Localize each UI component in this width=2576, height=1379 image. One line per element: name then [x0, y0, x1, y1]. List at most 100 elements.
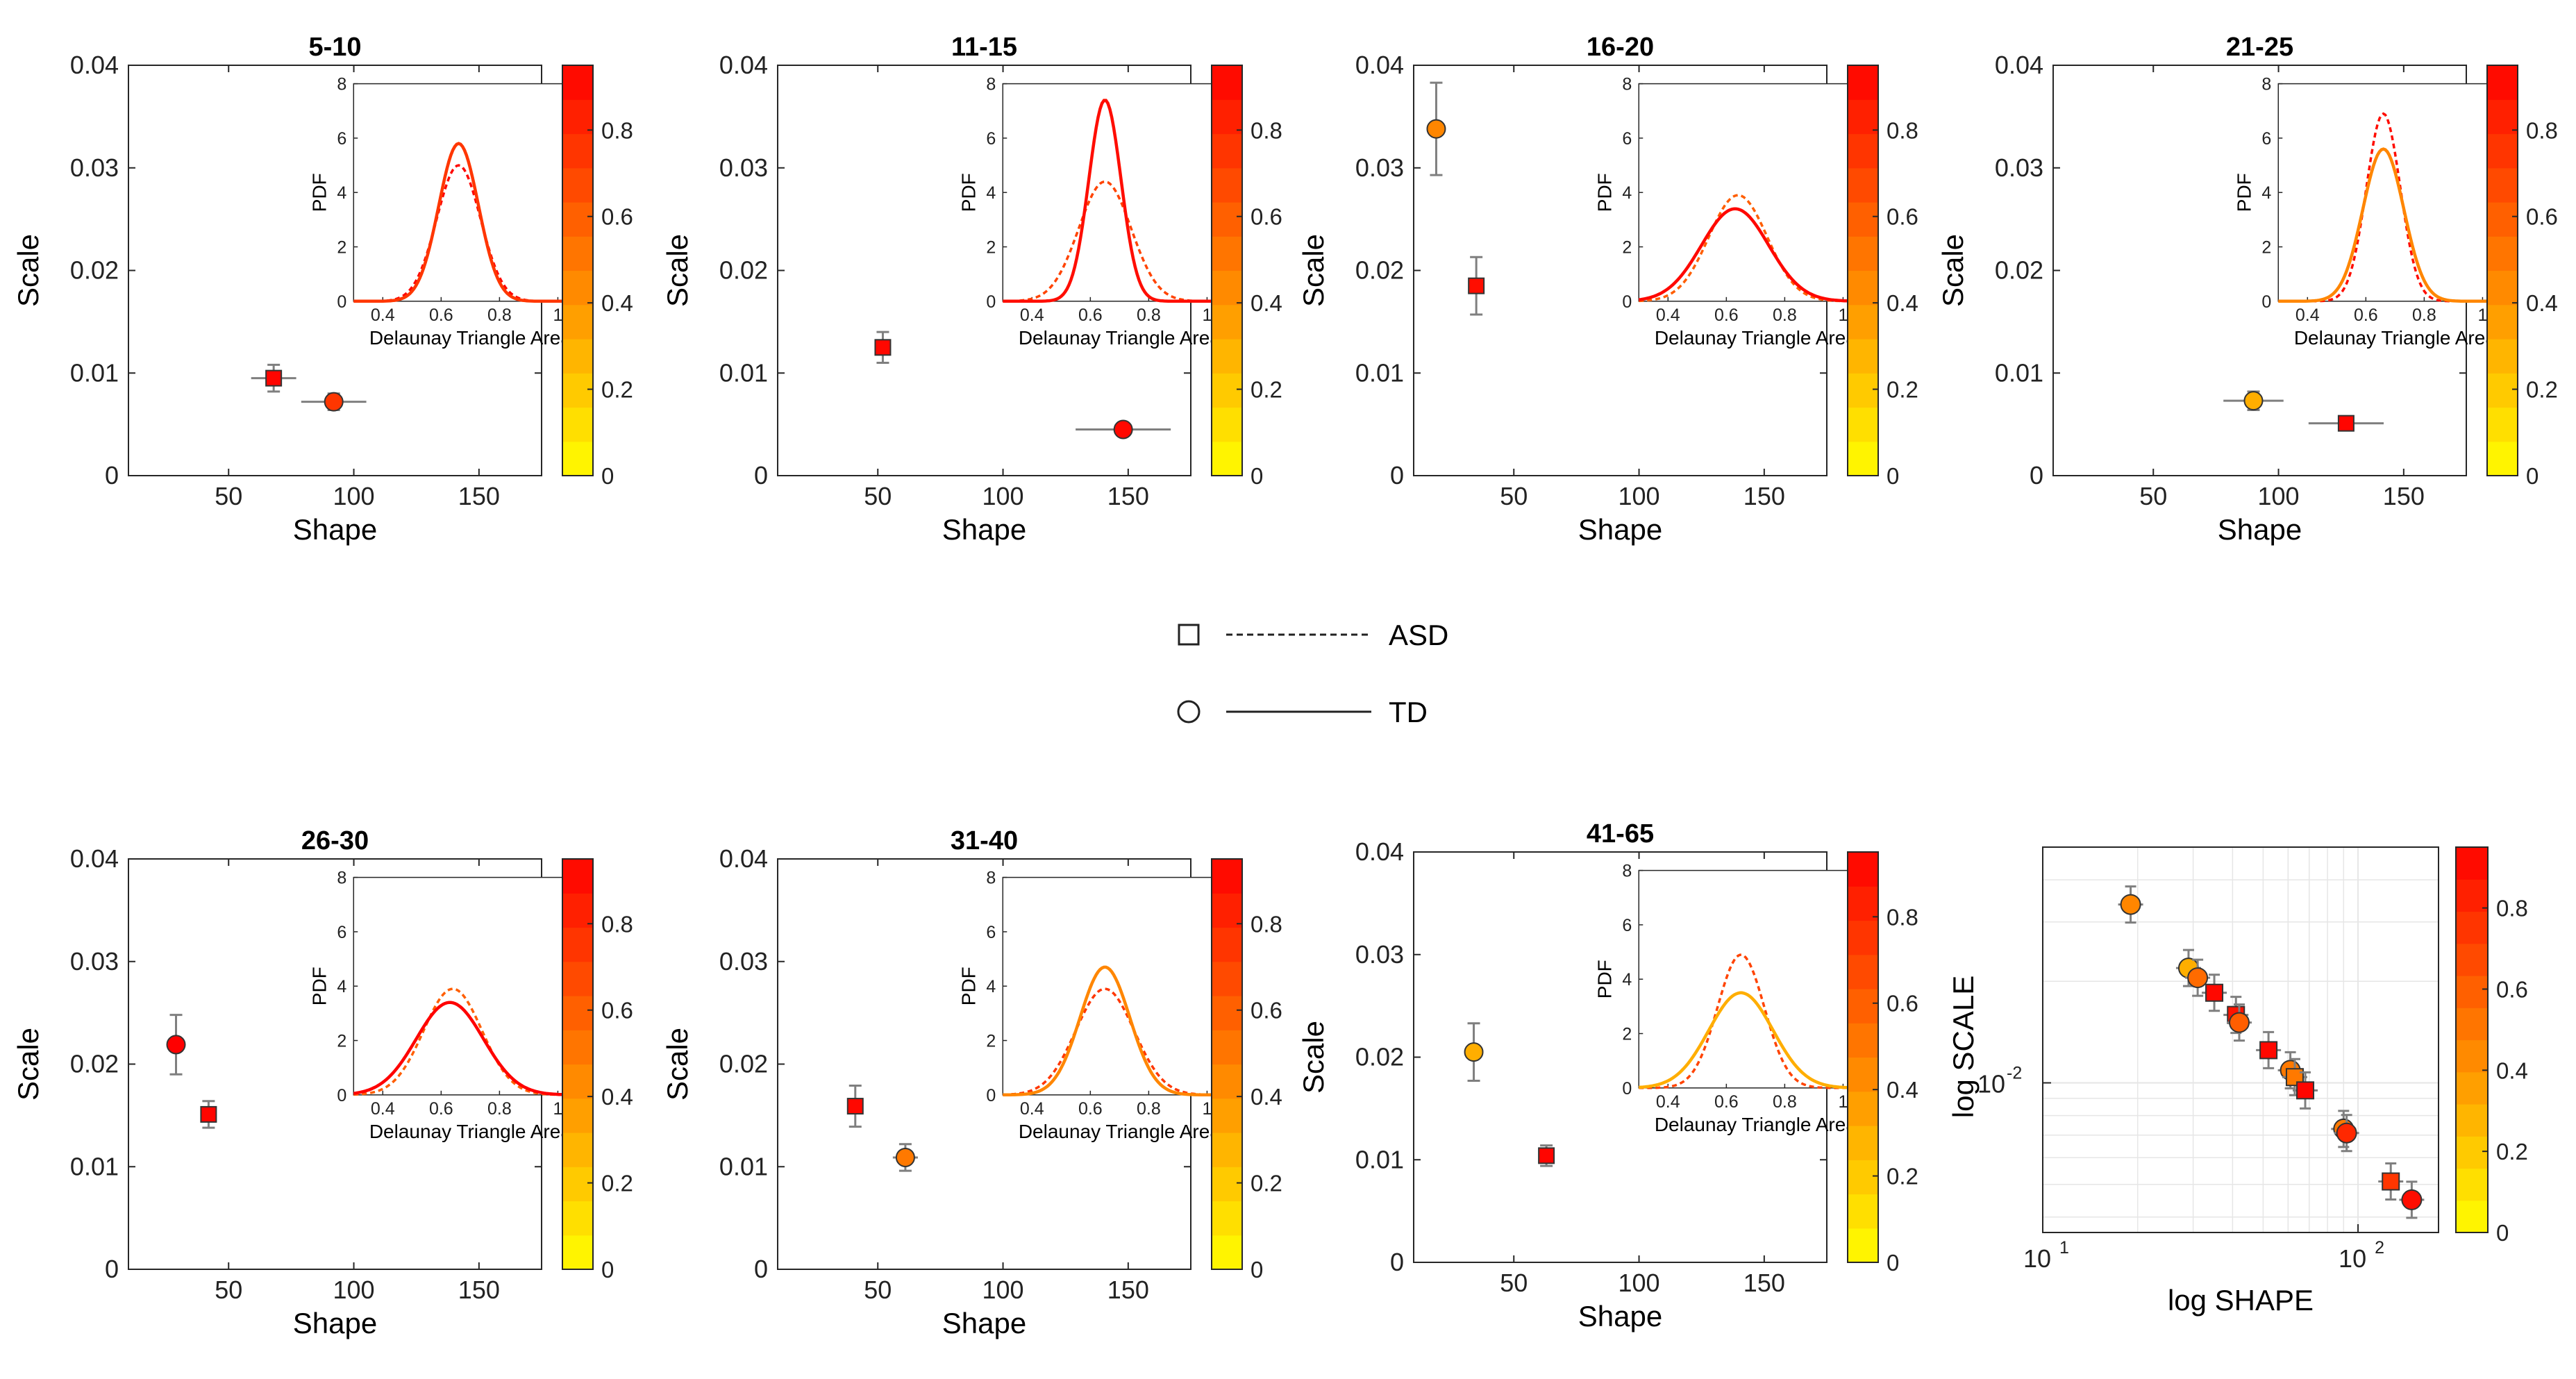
inset-y-tick-label: 2	[2261, 238, 2271, 258]
y-tick-label: 0.04	[719, 51, 768, 79]
data-point	[2259, 1041, 2278, 1060]
colorbar-tick-label: 0.2	[1251, 1171, 1282, 1196]
inset-y-tick-label: 4	[986, 977, 996, 996]
data-point-td	[895, 1147, 915, 1167]
colorbar-tick-label: 0.6	[601, 204, 633, 230]
inset-x-tick-label: 1	[553, 306, 562, 325]
inset-x-tick-label: 0.6	[2354, 306, 2378, 325]
y-tick-label: 0.02	[70, 1050, 119, 1078]
colorbar-tick-label: 0.4	[601, 290, 633, 316]
inset-y-tick-label: 2	[986, 238, 996, 258]
colorbar-tick-label: 0.2	[1887, 1164, 1918, 1189]
pdf-curve-td	[1003, 965, 1237, 1097]
colorbar-tick-label: 0.6	[2526, 204, 2558, 230]
inset-x-tick-label: 0.8	[1773, 306, 1797, 325]
x-tick-label: 50	[215, 482, 242, 510]
inset-y-tick-label: 6	[986, 923, 996, 942]
colorbar-frame	[1847, 851, 1879, 1263]
y-tick-label: 0.02	[1355, 1043, 1404, 1071]
y-tick-label: 0.02	[719, 256, 768, 285]
colorbar-tick-label: 0.8	[601, 911, 633, 937]
inset-y-tick-label: 6	[1622, 129, 1632, 149]
x-axis-label: Shape	[942, 513, 1026, 546]
x-tick-label: 50	[215, 1276, 242, 1304]
inset-y-axis-label: PDF	[957, 967, 979, 1005]
inset-x-tick-label: 0.6	[429, 306, 453, 325]
pdf-curve-asd	[353, 987, 587, 1096]
inset-x-tick-label: 0.8	[487, 306, 512, 325]
y-tick-label: 0	[754, 461, 768, 490]
colorbar-tick-label: 0.8	[1887, 904, 1918, 930]
colorbar-segment	[562, 407, 593, 442]
inset-y-tick-label: 4	[337, 183, 346, 203]
colorbar-tick-label: 0.6	[1887, 991, 1918, 1017]
colorbar-segment	[562, 893, 593, 928]
y-tick-label: 0.03	[70, 947, 119, 976]
colorbar-tick-label: 0.2	[601, 377, 633, 403]
y-tick-label: 0.03	[1995, 153, 2043, 182]
y-tick-label: 0.02	[1355, 256, 1404, 285]
panel-16-20: 16-20 50 100 150 0 0.01 0.02 0.03 0.04 Shape Scale…	[1297, 33, 1873, 546]
inset-x-tick-label: 0.4	[2295, 306, 2320, 325]
colorbar: 0 0.2 0.4 0.6 0.8	[1847, 851, 1918, 1276]
inset-x-tick-label: 0.8	[487, 1099, 512, 1119]
colorbar-segment	[562, 65, 593, 100]
x-tick-label: 100	[2258, 482, 2300, 510]
pdf-curve-td	[353, 142, 587, 303]
colorbar-tick-label: 0.2	[2526, 377, 2558, 403]
inset-y-tick-label: 6	[1622, 916, 1632, 935]
colorbar-segment	[562, 1167, 593, 1202]
data-point	[2382, 1172, 2400, 1191]
colorbar-tick-label: 0.2	[1251, 377, 1282, 403]
colorbar-segment	[1848, 339, 1878, 374]
inset-x-axis-label: Delaunay Triangle Area	[2294, 327, 2497, 349]
colorbar-segment	[2487, 236, 2518, 271]
colorbar-segment	[2487, 65, 2518, 100]
colorbar-tick-label: 0.8	[2496, 896, 2528, 921]
data-point-asd	[846, 1098, 864, 1115]
x-tick-label: 100	[1619, 1269, 1660, 1297]
inset-y-axis-label: PDF	[308, 967, 330, 1005]
y-axis-label: Scale	[12, 234, 44, 307]
colorbar-segment	[1212, 961, 1242, 996]
inset-pdf-plot: 0.4 0.6 0.8 1 0 2 4 6 8 Delaunay Triangle Area PDF	[1594, 862, 1873, 1135]
colorbar-frame	[2455, 846, 2489, 1233]
colorbar-segment	[2487, 441, 2518, 476]
y-tick-label: 0	[1390, 1248, 1404, 1276]
inset-y-tick-label: 0	[337, 1086, 346, 1105]
colorbar-segment	[562, 373, 593, 408]
colorbar-tick-label: 0.8	[2526, 117, 2558, 143]
panel-title: 5-10	[308, 33, 361, 62]
data-point-td	[166, 1035, 186, 1055]
colorbar-segment	[2487, 407, 2518, 442]
inset-x-tick-label: 1	[2477, 306, 2487, 325]
inset-x-tick-label: 1	[1202, 1099, 1212, 1119]
data-point	[2229, 1012, 2250, 1033]
colorbar-segment	[2456, 1039, 2488, 1073]
colorbar: 0 0.2 0.4 0.6 0.8	[1211, 65, 1282, 489]
data-point	[2205, 983, 2224, 1002]
inset-plot-area	[353, 876, 588, 1096]
y-tick-label: 0.01	[70, 1152, 119, 1180]
colorbar: 0 0.2 0.4 0.6 0.8	[562, 65, 633, 489]
inset-plot-area	[1002, 83, 1237, 302]
inset-x-tick-label: 0.8	[1773, 1092, 1797, 1112]
inset-pdf-plot: 0.4 0.6 0.8 1 0 2 4 6 8 Delaunay Triangle Area PDF	[308, 75, 588, 349]
colorbar-segment	[1212, 927, 1242, 962]
colorbar-segment	[1848, 954, 1878, 989]
x-tick-label: 50	[864, 1276, 892, 1304]
inset-y-tick-label: 8	[986, 869, 996, 888]
data-point-td	[1426, 119, 1446, 139]
pdf-curve-td	[1639, 991, 1873, 1090]
colorbar-segment	[2456, 1104, 2488, 1137]
x-tick-label: 100	[333, 482, 375, 510]
inset-y-axis-label: PDF	[1594, 960, 1615, 998]
inset-plot-area	[2277, 83, 2513, 302]
colorbar-segment	[1212, 859, 1242, 894]
colorbar-segment	[1212, 99, 1242, 135]
inset-y-axis-label: PDF	[2233, 173, 2255, 212]
colorbar-segment	[2456, 911, 2488, 944]
colorbar-frame	[562, 65, 594, 476]
colorbar-segment	[1848, 1057, 1878, 1092]
panel-title: 11-15	[951, 33, 1017, 62]
